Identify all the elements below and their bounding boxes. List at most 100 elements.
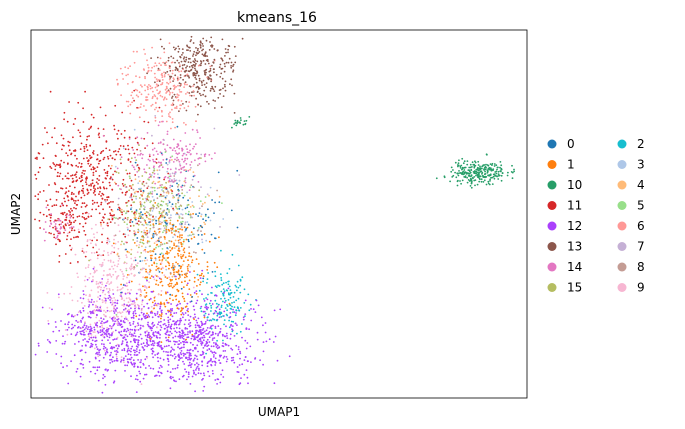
scatter-point-cluster-9: [101, 283, 104, 286]
scatter-point-cluster-12: [154, 375, 156, 377]
scatter-point-cluster-9: [103, 259, 106, 261]
scatter-points: [34, 35, 515, 394]
scatter-point-cluster-13: [201, 53, 204, 56]
scatter-point-cluster-9: [134, 304, 137, 306]
scatter-point-cluster-15: [138, 144, 140, 147]
scatter-point-cluster-12: [132, 312, 135, 315]
scatter-point-cluster-11: [102, 216, 105, 219]
scatter-point-cluster-9: [96, 257, 99, 260]
scatter-point-cluster-5: [162, 187, 164, 189]
scatter-point-cluster-14: [133, 168, 136, 171]
scatter-point-cluster-15: [140, 215, 143, 218]
scatter-point-cluster-11: [102, 208, 104, 211]
scatter-point-cluster-4: [130, 248, 133, 251]
scatter-point-cluster-12: [186, 336, 189, 339]
scatter-point-cluster-10: [242, 123, 245, 126]
scatter-point-cluster-6: [129, 103, 132, 106]
scatter-point-cluster-9: [117, 274, 120, 277]
scatter-point-cluster-2: [228, 285, 231, 288]
scatter-point-cluster-2: [230, 308, 233, 310]
scatter-point-cluster-3: [169, 178, 171, 180]
scatter-point-cluster-1: [193, 318, 196, 321]
scatter-point-cluster-8: [184, 272, 187, 275]
scatter-point-cluster-1: [181, 234, 183, 237]
scatter-point-cluster-1: [168, 230, 171, 232]
scatter-point-cluster-5: [128, 175, 131, 178]
scatter-point-cluster-12: [169, 340, 172, 343]
scatter-point-cluster-9: [135, 329, 138, 331]
scatter-point-cluster-12: [200, 344, 203, 346]
scatter-point-cluster-12: [70, 315, 73, 318]
scatter-point-cluster-2: [205, 297, 208, 299]
scatter-point-cluster-9: [132, 303, 134, 306]
scatter-point-cluster-6: [138, 116, 141, 119]
scatter-point-cluster-9: [117, 247, 120, 250]
scatter-point-cluster-12: [257, 304, 260, 307]
scatter-point-cluster-9: [64, 329, 67, 331]
scatter-point-cluster-0: [203, 252, 206, 254]
scatter-point-cluster-12: [129, 340, 132, 343]
scatter-point-cluster-10: [435, 177, 438, 180]
scatter-point-cluster-1: [180, 245, 183, 248]
scatter-point-cluster-5: [168, 175, 171, 178]
scatter-point-cluster-12: [215, 346, 218, 348]
scatter-point-cluster-12: [104, 383, 107, 386]
scatter-point-cluster-10: [475, 170, 478, 173]
scatter-point-cluster-13: [172, 99, 175, 102]
scatter-point-cluster-11: [77, 166, 79, 168]
scatter-point-cluster-15: [140, 238, 142, 241]
scatter-point-cluster-11: [90, 163, 92, 166]
scatter-point-cluster-11: [81, 216, 84, 218]
scatter-point-cluster-2: [229, 296, 232, 299]
scatter-point-cluster-12: [163, 327, 166, 330]
scatter-point-cluster-9: [107, 280, 109, 283]
scatter-point-cluster-11: [85, 145, 88, 148]
scatter-point-cluster-12: [215, 342, 217, 345]
scatter-point-cluster-6: [169, 92, 172, 94]
scatter-point-cluster-12: [218, 359, 221, 362]
scatter-point-cluster-11: [92, 174, 95, 177]
scatter-point-cluster-2: [233, 291, 236, 294]
scatter-point-cluster-1: [201, 272, 203, 275]
scatter-point-cluster-4: [128, 251, 131, 254]
legend-marker-0: [547, 139, 557, 149]
scatter-point-cluster-14: [185, 154, 188, 156]
scatter-point-cluster-10: [461, 157, 464, 160]
scatter-point-cluster-14: [181, 154, 184, 157]
scatter-point-cluster-13: [188, 92, 191, 94]
scatter-point-cluster-1: [180, 270, 183, 273]
scatter-point-cluster-10: [472, 171, 475, 173]
scatter-point-cluster-11: [104, 114, 107, 117]
scatter-point-cluster-6: [177, 78, 180, 80]
scatter-point-cluster-13: [213, 48, 216, 50]
scatter-point-cluster-6: [146, 99, 149, 101]
scatter-point-cluster-10: [487, 180, 490, 183]
scatter-point-cluster-0: [202, 218, 205, 221]
scatter-point-cluster-12: [192, 369, 195, 372]
scatter-point-cluster-14: [176, 153, 179, 156]
scatter-point-cluster-6: [147, 88, 149, 91]
scatter-point-cluster-9: [134, 306, 137, 308]
scatter-point-cluster-13: [212, 62, 215, 64]
scatter-point-cluster-9: [134, 264, 137, 266]
scatter-point-cluster-12: [138, 349, 141, 352]
scatter-point-cluster-11: [87, 215, 90, 218]
scatter-point-cluster-11: [127, 148, 130, 151]
scatter-point-cluster-14: [190, 153, 192, 155]
scatter-point-cluster-12: [226, 358, 229, 360]
scatter-point-cluster-1: [173, 285, 175, 288]
scatter-point-cluster-13: [219, 76, 222, 78]
scatter-point-cluster-1: [182, 240, 185, 243]
scatter-point-cluster-6: [161, 79, 164, 81]
scatter-point-cluster-0: [187, 213, 190, 216]
scatter-point-cluster-12: [201, 336, 204, 339]
scatter-point-cluster-12: [177, 335, 180, 338]
scatter-point-cluster-11: [39, 191, 41, 193]
scatter-point-cluster-12: [229, 312, 232, 314]
scatter-point-cluster-15: [125, 169, 128, 172]
scatter-point-cluster-5: [153, 186, 156, 189]
scatter-point-cluster-12: [110, 351, 112, 354]
scatter-point-cluster-6: [137, 95, 140, 98]
scatter-point-cluster-3: [180, 213, 183, 215]
scatter-point-cluster-12: [211, 360, 214, 363]
